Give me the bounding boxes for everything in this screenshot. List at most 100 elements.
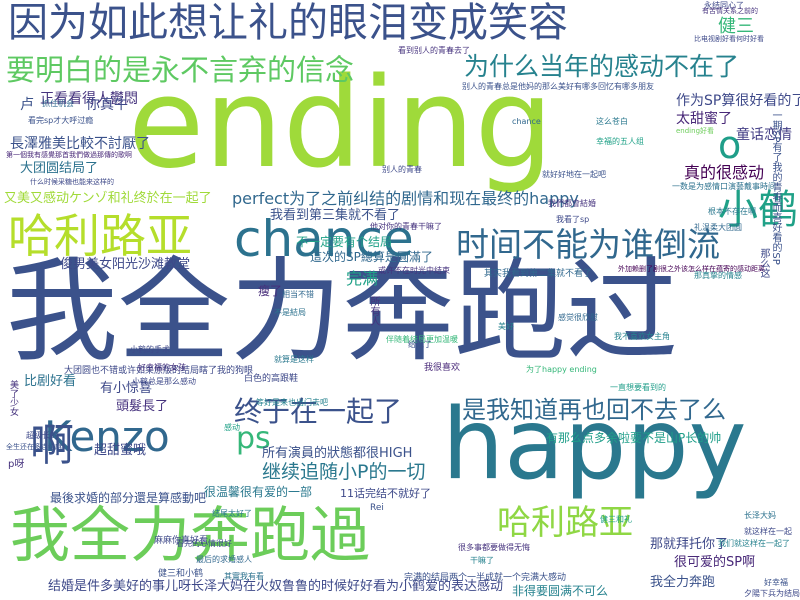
word-full-survival: 全生还在多连结麻 — [6, 443, 62, 451]
word-good-sp: 作为SP算很好看的了 — [676, 93, 800, 109]
word-dislike-heroine: 我不喜欢女主角 — [614, 332, 670, 341]
word-ending: ending — [128, 52, 554, 196]
word-super-sweet: 超甜蜜哦 — [94, 443, 147, 458]
word-perfect-zh: 完满 — [346, 269, 379, 288]
word-o: o — [718, 123, 742, 167]
word-white-heels: 白色的高跟鞋 — [244, 374, 299, 384]
word-relieved: 感觉很欣慰 — [558, 313, 598, 322]
word-first-song: 第一個我有感覺那首我們做過那傳的歌啊 — [6, 151, 132, 159]
word-better-than-drama: 比剧好看 — [24, 374, 77, 389]
word-final-proposal: 最后的求婚感人 — [196, 555, 252, 564]
word-so-happy: 好幸福 — [764, 578, 788, 587]
word-seize-chance: 抓住机会 — [42, 99, 74, 108]
word-come-out: 等好是来也出门去吧 — [256, 398, 328, 407]
word-really-touching: 真的很感动 — [684, 163, 765, 182]
word-hallelujah-1: 哈利路亚 — [8, 209, 192, 263]
word-please: 那就拜托你了 — [650, 537, 729, 552]
word-good-mood: 看完的心情很好 — [176, 539, 232, 548]
word-gentle-reunion: 礼温柔大团圆 — [694, 223, 742, 232]
word-lu: 卢 — [20, 97, 34, 113]
word-extra: 外加赖删了剧很之外该怎么样在蕴寄的感动距离 — [618, 265, 765, 273]
word-kenzo-zh: 健三 — [718, 16, 754, 37]
word-not-exist: 根本不存在啊 — [708, 207, 756, 216]
word-no-ending-needed: 不一定要有个结局 — [296, 235, 393, 249]
word-no-regrets: 很多事都要做得无悔 — [458, 543, 530, 552]
word-never-give-up: 要明白的是永不言弃的信念 — [6, 53, 355, 87]
word-always-wanted: 一直想要看到的 — [610, 383, 666, 392]
word-thinner: 瘦了 — [258, 284, 283, 298]
word-hallelujah-2: 哈利路亚 — [497, 503, 633, 543]
word-lovely-sp: 很可爱的SP啊 — [674, 555, 756, 570]
word-happy-five: 幸福的五人组 — [596, 137, 644, 146]
word-kenzo: Kenzo — [44, 412, 170, 461]
word-we-together: 我们就这样在一起了 — [718, 539, 790, 548]
word-happy-girl: 好幸福的女孩 — [138, 363, 186, 372]
word-not-end-in-time: 或许不在时光中结束 — [378, 266, 450, 275]
word-ep11-finale: 11话完结不就好了 — [340, 487, 431, 500]
word-satisfying: 看完sp才大呼过瘾 — [28, 116, 94, 125]
word-others-youth-2: 别人的青春 — [382, 165, 422, 174]
word-follow-little-p: 继续追随小P的一切 — [262, 461, 426, 483]
word-warm-lovely: 很温馨很有爱的一部 — [204, 485, 313, 499]
word-everyone-vertical: 所有人 — [368, 296, 379, 326]
word-sp-youth-vertical: 一期SP有了我的青春而喜好看的SP — [770, 110, 781, 265]
word-too-sweet: 太甜蜜了 — [676, 111, 732, 127]
word-so-pale: 这么苍白 — [596, 117, 628, 126]
word-beautiful: 美好 — [498, 322, 514, 331]
word-finally-together: 终于在一起了 — [234, 395, 403, 428]
word-redundant: 有那么点多余啦要不是山P长的帅 — [546, 431, 722, 445]
word-cast-high: 所有演員的狀態都很HIGH — [262, 446, 413, 461]
word-warmer-ending: 伴随着结局更加温暖 — [386, 335, 458, 344]
word-mama: 麻麻你真好看 — [154, 536, 209, 546]
word-sunset-ending: 夕陽下兵为结局 — [744, 589, 800, 598]
word-better-than-tv: 比电视剧好看何时好看 — [694, 35, 764, 43]
word-just-together: 就这样在一起 — [744, 527, 792, 536]
word-hair-longer: 頭髮長了 — [116, 399, 169, 414]
word-xiaohe: 小鹤 — [718, 187, 798, 233]
word-nagasawa: 長澤雅美比較不討厭了 — [10, 136, 150, 152]
word-perfect: perfect为了之前纠结的剧情和现在最终的happy — [232, 189, 579, 208]
word-sincere-emotion: 那真挚的情感 — [694, 271, 742, 280]
word-beautiful-touching: 又美又感动ケンゾ和礼终於在一起了 — [4, 191, 212, 206]
word-reunion-fine: 大团圆也不错或许如果原版的结局瞎了我的狗眼 — [64, 366, 254, 376]
word-headline: 因为如此想让礼的眼泪变成笑容 — [8, 0, 568, 46]
word-even-so: 就算是这样 — [274, 355, 314, 364]
word-i-like: 我很喜欢 — [424, 363, 461, 373]
word-kenzo-and-rei: 健三和礼 — [600, 515, 632, 524]
word-we-ran-all-out-trad: 我全力奔跑過 — [10, 501, 370, 571]
word-must-be-complete: 非得要圆满不可么 — [512, 584, 609, 598]
word-great-ending: 结尾太好了 — [212, 509, 252, 518]
word-chance-small: chance — [512, 117, 541, 126]
word-rei: Rei — [370, 503, 384, 513]
word-actually-watched: 其實我有看 — [224, 572, 264, 581]
word-marriage-long-line: 结婚是件多美好的事儿呀长泽大妈在火奴鲁鲁的时候好好看为小鹤爱的表达感动 — [48, 579, 504, 594]
word-xiaohe-touching: 小鹤总是那么感动 — [132, 377, 196, 386]
word-sp-complete: 這次的SP總算是圓滿了 — [310, 250, 433, 264]
word-nagasawa-mom: 长泽大妈 — [744, 511, 776, 520]
word-what-did-he-do: 他对你的青春干嘛了 — [370, 222, 442, 231]
word-depressed: 正看看得人鬱悶 — [40, 91, 138, 107]
word-fairytale: 童话恋情 — [736, 127, 792, 143]
word-xiaohe-surgery: 小鹤的手术 — [130, 345, 170, 354]
word-beauty-girl: 美了少女 — [8, 380, 18, 416]
word-time-no-rewind: 时间不能为谁倒流 — [456, 225, 720, 264]
word-one-count: 一数是为感情口演藝戴事時间 — [672, 182, 776, 191]
word-cannot-go-back: 是我知道再也回不去了么 — [462, 396, 726, 424]
word-ran-all-out-small: 我全力奔跑 — [650, 575, 716, 590]
word-see-others-youth: 看到别人的青春去了 — [398, 46, 470, 55]
word-ending-good: ending好看 — [676, 127, 715, 135]
word-ps: ps — [236, 421, 271, 456]
word-you-rock: 你真牛 — [86, 97, 128, 113]
word-little-surprise: 有小惊喜 — [100, 381, 153, 396]
word-be-together: 就好好地在一起吧 — [542, 170, 606, 179]
word-not-ending: 不是結局 — [274, 308, 306, 317]
word-reunion-ending: 大团圆结局了 — [20, 161, 99, 176]
word-bitter-relationship: 有苦情关系之前的 — [702, 7, 758, 15]
word-watched-sp: 我看了sp — [556, 215, 590, 224]
word-beach-church: 俊男美女阳光沙滩教堂 — [60, 257, 191, 272]
word-touched: 感动 — [224, 423, 240, 432]
word-yongjie: 永结同心了 — [704, 1, 744, 10]
word-ah: 啊 — [30, 420, 74, 471]
word-stopped-at-ep3: 我看到第三集就不看了 — [270, 208, 401, 223]
